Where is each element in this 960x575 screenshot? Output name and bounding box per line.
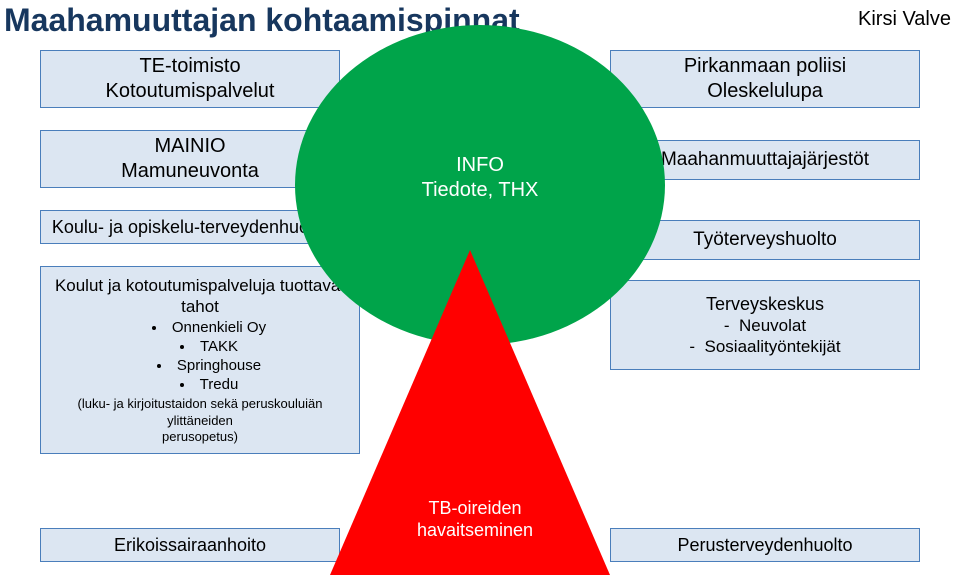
triangle-label: TB-oireiden havaitseminen [395,498,555,541]
diagram-stage: { "canvas": { "width": 960, "height": 57… [0,0,960,575]
text-line: havaitseminen [417,520,533,540]
text-line: TB-oireiden [428,498,521,518]
tb-triangle [0,0,960,575]
